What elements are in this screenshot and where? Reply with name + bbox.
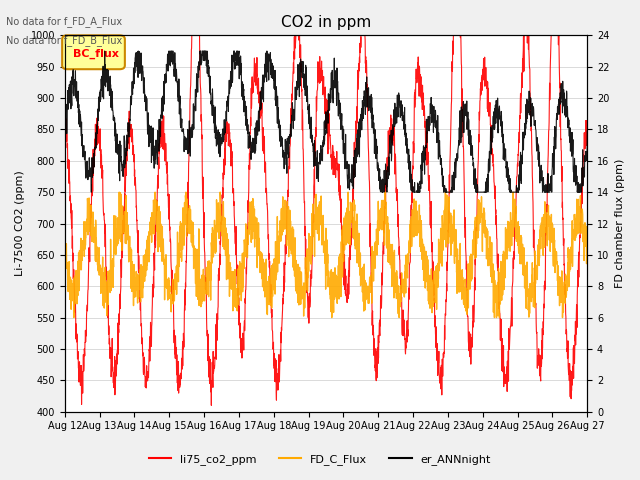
Text: No data for f_FD_A_Flux: No data for f_FD_A_Flux: [6, 16, 122, 27]
Text: No data for f_FD_B_Flux: No data for f_FD_B_Flux: [6, 35, 123, 46]
Text: BC_flux: BC_flux: [72, 49, 118, 60]
Y-axis label: FD chamber flux (ppm): FD chamber flux (ppm): [615, 159, 625, 288]
Y-axis label: Li-7500 CO2 (ppm): Li-7500 CO2 (ppm): [15, 170, 25, 276]
Title: CO2 in ppm: CO2 in ppm: [281, 15, 371, 30]
Legend: li75_co2_ppm, FD_C_Flux, er_ANNnight: li75_co2_ppm, FD_C_Flux, er_ANNnight: [145, 450, 495, 469]
FancyBboxPatch shape: [62, 36, 125, 69]
